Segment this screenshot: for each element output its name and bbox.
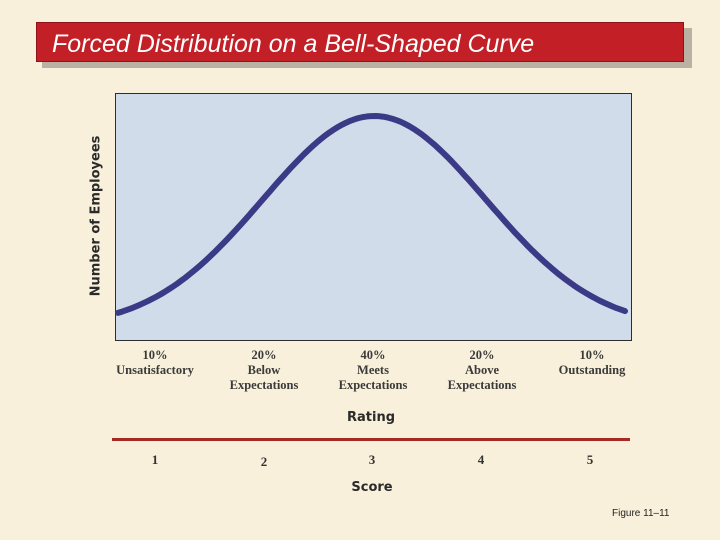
category-4-percent: 20% [469,348,495,362]
score-1: 1 [151,452,159,467]
category-1-percent: 10% [142,348,168,362]
category-3: 40% Meets Expectations [318,348,428,393]
category-3-percent: 40% [360,348,386,362]
category-2-label-line2: Expectations [229,378,299,392]
category-2-percent: 20% [251,348,277,362]
category-5-percent: 10% [579,348,605,362]
category-1: 10% Unsatisfactory [100,348,210,378]
category-5: 10% Outstanding [537,348,647,378]
category-3-label-line1: Meets [357,363,389,377]
bell-curve-series [115,113,628,316]
plot-area [115,93,632,341]
category-1-label: Unsatisfactory [116,363,194,377]
x-axis-title-rating: Rating [346,410,395,425]
divider-rule [112,438,630,441]
category-4-label-line1: Above [464,363,500,377]
figure-caption: Figure 11–11 [612,508,670,519]
category-4: 20% Above Expectations [427,348,537,393]
category-4-label-line2: Expectations [447,378,517,392]
score-5: 5 [586,452,594,467]
category-2-label-line1: Below [247,363,281,377]
y-axis-label: Number of Employees [88,135,104,297]
slide-title: Forced Distribution on a Bell-Shaped Cur… [52,30,535,58]
category-3-label-line2: Expectations [338,378,408,392]
title-box [36,22,684,62]
category-5-label: Outstanding [558,363,626,377]
category-2: 20% Below Expectations [209,348,319,393]
score-3: 3 [368,452,376,467]
score-2: 2 [260,454,268,469]
score-4: 4 [477,452,485,467]
x-axis-title-score: Score [351,480,393,495]
